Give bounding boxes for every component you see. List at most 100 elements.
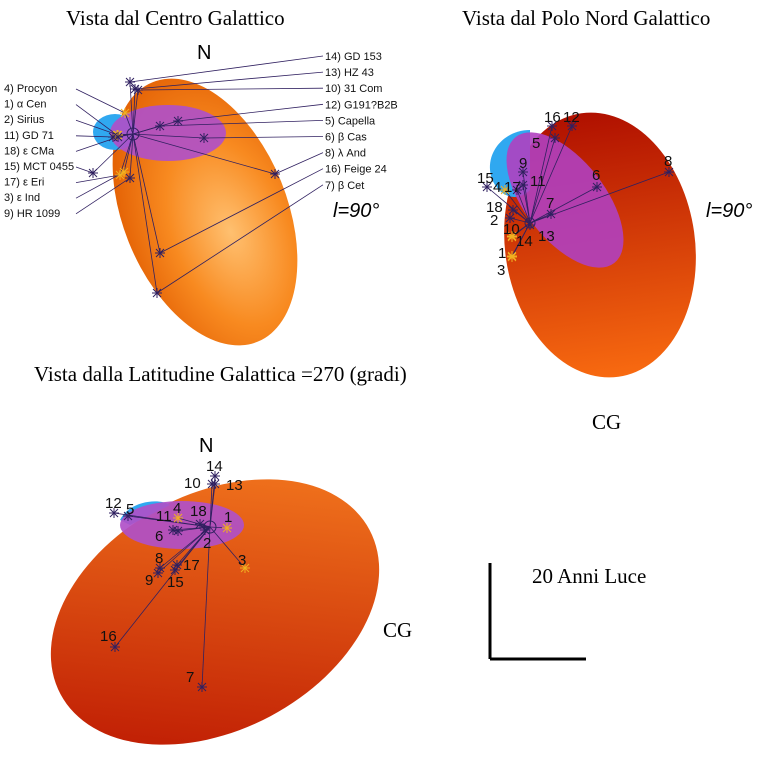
longitude-label-2: l=90°	[706, 200, 753, 222]
star-number: 3	[497, 262, 505, 279]
star-number: 4	[493, 179, 501, 196]
star-marker	[508, 205, 518, 215]
connector-line	[529, 186, 598, 224]
connector-line	[75, 88, 126, 114]
star-number: 5	[532, 135, 540, 152]
connector-line	[129, 81, 134, 135]
star-number: 6	[592, 167, 600, 184]
star-number: 16	[100, 628, 117, 645]
star-marker	[199, 133, 209, 143]
star-number: 2	[490, 212, 498, 229]
connector-line	[159, 120, 324, 127]
star-marker	[173, 526, 183, 536]
star-markers	[88, 77, 674, 692]
connector-line	[132, 125, 161, 135]
scale-bar-label: 20 Anni Luce	[532, 564, 647, 588]
star-list-label: 17) ε Eri	[4, 177, 44, 189]
star-marker	[197, 682, 207, 692]
star-list-label: 13) HZ 43	[325, 67, 374, 79]
connector-line	[119, 133, 134, 176]
star-number: 11	[530, 173, 546, 190]
connector-line	[529, 137, 556, 224]
connector-line	[123, 133, 134, 173]
star-list-label: 4) Procyon	[4, 83, 57, 95]
star-number: 18	[486, 199, 503, 216]
star-number: 14	[516, 233, 533, 250]
north-label-3: N	[199, 435, 214, 457]
star-list-label: 11) GD 71	[4, 130, 54, 142]
star-marker	[152, 288, 162, 298]
star-list-label: 8) λ And	[325, 148, 366, 160]
star-marker	[110, 642, 120, 652]
connector-line	[203, 136, 324, 139]
star-number: 3	[238, 552, 246, 569]
star-number: 18	[190, 503, 207, 520]
star-marker	[195, 519, 205, 529]
star-marker	[153, 568, 163, 578]
connector-line	[132, 133, 158, 294]
star-number: 7	[186, 669, 194, 686]
star-marker	[155, 563, 165, 573]
connector-line	[529, 125, 573, 224]
orange-ellipsoid	[50, 479, 380, 745]
purple-ellipsoid	[120, 501, 244, 549]
star-list-label: 6) β Cas	[325, 132, 367, 144]
star-list-label: 15) MCT 0455	[4, 161, 74, 173]
star-marker	[109, 508, 119, 518]
connector-line	[75, 135, 114, 138]
star-number: 15	[477, 170, 494, 187]
star-number: 8	[155, 550, 163, 567]
star-number: 10	[503, 221, 520, 238]
connector-line	[75, 177, 131, 215]
star-number: 6	[155, 528, 163, 545]
title-latitude: Vista dalla Latitudine Galattica =270 (g…	[34, 362, 407, 386]
north-label-1: N	[197, 42, 212, 64]
connector-line	[137, 87, 324, 91]
longitude-label-1: l=90°	[333, 200, 380, 222]
connector-line	[132, 133, 276, 175]
star-number: 12	[105, 495, 122, 512]
panel-galactic-center-shapes	[93, 78, 298, 346]
star-marker	[119, 167, 129, 177]
star-marker	[546, 209, 556, 219]
star-list-label: 5) Capella	[325, 115, 376, 127]
star-marker	[125, 173, 135, 183]
star-list-label: 16) Feige 24	[325, 164, 387, 176]
connector-line	[75, 174, 121, 183]
star-number: 9	[145, 572, 153, 589]
star-list-label: 12) G191?B2B	[325, 99, 398, 111]
connector-line	[516, 189, 531, 224]
star-marker	[482, 182, 492, 192]
star-number: 16	[544, 109, 561, 126]
star-number: 2	[203, 535, 211, 552]
star-number: 14	[206, 458, 223, 475]
star-marker	[133, 85, 143, 95]
star-number: 7	[546, 195, 554, 212]
connector-line	[127, 515, 211, 528]
star-marker	[170, 565, 180, 575]
connector-line	[529, 125, 553, 224]
star-marker	[222, 523, 232, 533]
connector-line	[75, 119, 119, 136]
title-north-pole: Vista dal Polo Nord Galattico	[462, 6, 711, 30]
connector-line	[522, 184, 531, 224]
star-number: 1	[224, 509, 232, 526]
star-marker	[507, 252, 517, 262]
connector-line	[209, 526, 246, 569]
connector-line	[504, 189, 531, 224]
title-galactic-center: Vista dal Centro Galattico	[66, 6, 285, 30]
connector-line	[132, 88, 136, 135]
purple-ellipsoid	[506, 132, 624, 268]
star-marker	[125, 77, 135, 87]
star-marker	[567, 121, 577, 131]
connector-line	[75, 171, 125, 199]
star-marker	[173, 513, 183, 523]
star-lines	[75, 55, 670, 688]
star-marker	[200, 525, 210, 535]
connector-line	[124, 112, 134, 135]
star-marker	[500, 185, 510, 195]
star-marker	[547, 121, 557, 131]
star-list-label: 18) ε CMa	[4, 145, 55, 157]
